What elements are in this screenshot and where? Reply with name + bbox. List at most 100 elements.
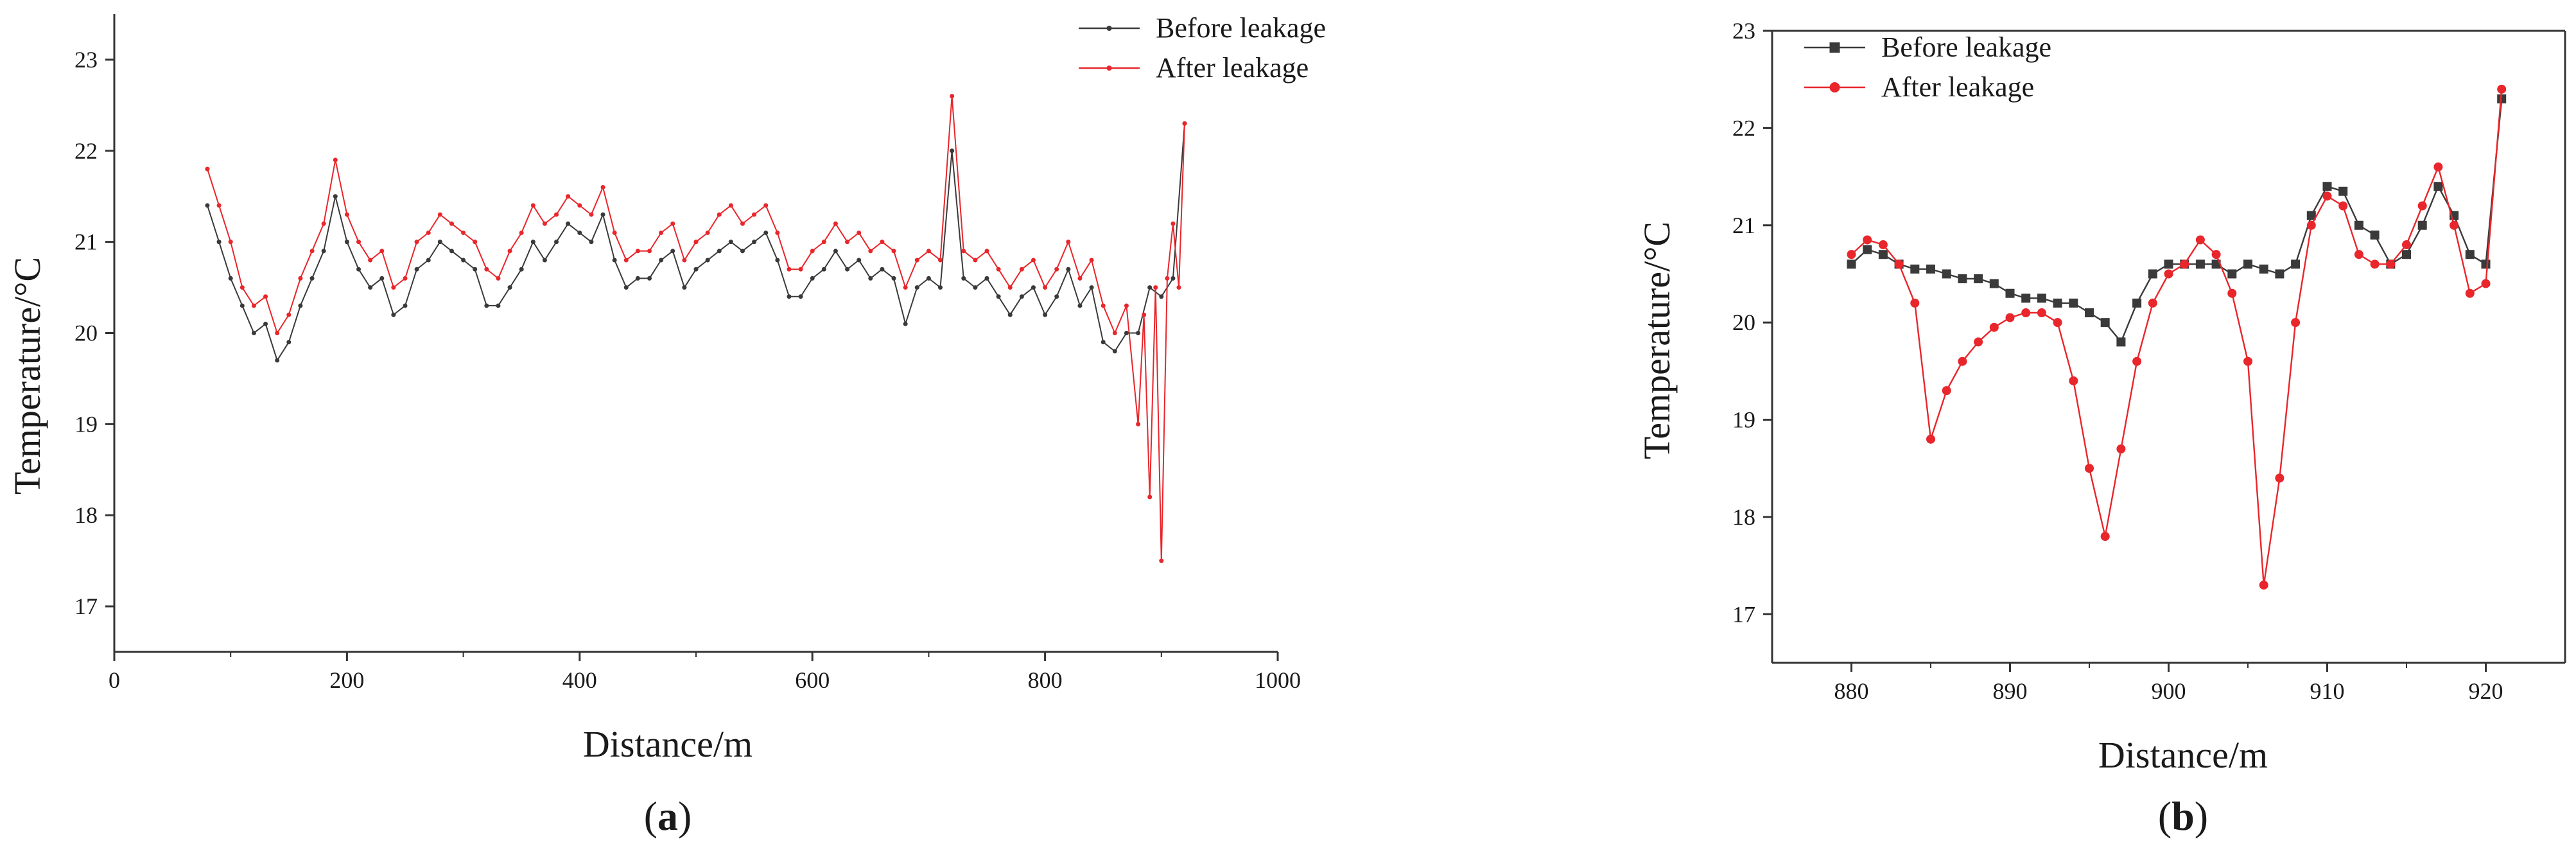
data-point-a-0 [449,249,454,254]
data-point-a-1 [1031,258,1036,263]
data-point-a-0 [542,258,547,263]
data-point-b-0 [1847,259,1856,269]
data-point-a-1 [461,230,466,235]
data-point-b-1 [2100,532,2110,541]
y-tick-label-a: 21 [74,229,98,255]
data-point-a-0 [1124,331,1129,335]
data-point-a-1 [519,230,524,235]
data-point-a-1 [1147,495,1153,500]
data-point-b-0 [1989,279,1999,288]
data-point-a-1 [205,166,210,171]
data-point-a-0 [1089,285,1094,290]
legend-marker-a-0 [1106,26,1112,31]
data-point-a-1 [659,230,664,235]
data-point-a-1 [798,267,803,272]
data-point-a-0 [787,294,792,299]
legend-label-a-0: Before leakage [1156,12,1326,44]
data-point-a-1 [286,312,292,317]
data-point-b-1 [2132,356,2142,366]
x-axis-title-b: Distance/m [2098,734,2268,776]
data-point-a-0 [612,258,617,263]
data-point-a-1 [1007,285,1013,290]
y-tick-label-b: 17 [1732,601,1755,627]
data-point-a-1 [740,221,745,226]
data-point-b-0 [1878,250,1888,259]
data-point-a-1 [309,249,315,254]
legend-b: Before leakage After leakage [1804,31,2051,103]
data-point-a-1 [251,303,256,308]
data-point-a-0 [484,303,489,308]
data-point-b-0 [2259,264,2268,274]
data-point-a-1 [554,212,559,217]
data-point-b-1 [2354,250,2363,259]
data-point-b-0 [2465,250,2475,259]
data-point-b-1 [2195,235,2205,245]
data-point-a-0 [566,221,571,226]
data-point-a-0 [833,249,838,254]
data-point-b-0 [2085,308,2094,318]
data-point-a-1 [984,249,989,254]
data-point-b-0 [2291,259,2301,269]
legend-a: Before leakage After leakage [1079,12,1326,83]
data-point-b-1 [1910,298,1920,308]
data-point-a-0 [903,321,908,326]
data-point-a-0 [368,285,373,290]
data-point-b-0 [1942,269,1951,279]
data-point-a-1 [717,212,722,217]
panel-label-a-letter: a [657,793,678,839]
data-point-a-0 [403,303,408,308]
data-point-a-0 [996,294,1001,299]
data-point-a-0 [845,267,850,272]
data-point-a-0 [868,276,873,281]
data-point-a-1 [705,230,710,235]
data-point-a-1 [449,221,454,226]
x-tick-label-a: 1000 [1255,667,1301,693]
data-point-a-1 [356,240,361,245]
x-tick-label-a: 0 [109,667,120,693]
data-point-b-1 [2386,259,2396,269]
data-point-a-1 [1124,303,1129,308]
data-point-a-0 [693,267,699,272]
x-tick-label-b: 900 [2152,678,2186,704]
y-tick-label-a: 23 [74,47,98,73]
data-point-a-1 [403,276,408,281]
data-point-a-0 [321,249,326,254]
data-point-a-1 [845,240,850,245]
x-axis-title-a: Distance/m [583,723,753,765]
data-point-b-0 [2243,259,2252,269]
data-point-a-0 [519,267,524,272]
data-point-a-0 [914,285,919,290]
data-point-b-0 [2227,269,2237,279]
legend-marker-b-0 [1829,42,1840,53]
data-point-a-1 [880,240,885,245]
data-point-b-0 [2195,259,2205,269]
data-point-a-0 [298,303,303,308]
data-point-b-1 [1989,322,1999,332]
data-point-b-1 [2402,240,2411,250]
data-point-a-1 [1019,267,1024,272]
x-tick-label-b: 910 [2310,678,2345,704]
y-tick-label-b: 22 [1732,115,1755,141]
data-point-b-1 [2450,220,2459,230]
data-point-b-0 [2417,220,2427,230]
data-point-a-1 [682,258,687,263]
data-point-a-0 [414,267,419,272]
data-point-b-1 [1958,356,1967,366]
y-tick-label-a: 20 [74,320,98,346]
data-point-b-0 [1974,274,1983,284]
plot-area-a [205,94,1187,563]
y-tick-label-a: 22 [74,138,98,164]
data-point-a-1 [1077,276,1083,281]
data-point-a-1 [542,221,547,226]
data-point-b-1 [2053,318,2062,328]
data-point-a-0 [682,285,687,290]
axes-a: 0 200 400 600 800 1000 17 18 19 20 21 22 23 [74,14,1301,693]
legend-label-b-1: After leakage [1881,71,2034,103]
data-point-b-1 [2417,201,2427,211]
data-point-b-0 [2275,269,2284,279]
data-point-a-1 [298,276,303,281]
y-tick-label-a: 17 [74,593,98,619]
plot-area-b [1847,84,2507,590]
data-point-a-1 [473,240,478,245]
